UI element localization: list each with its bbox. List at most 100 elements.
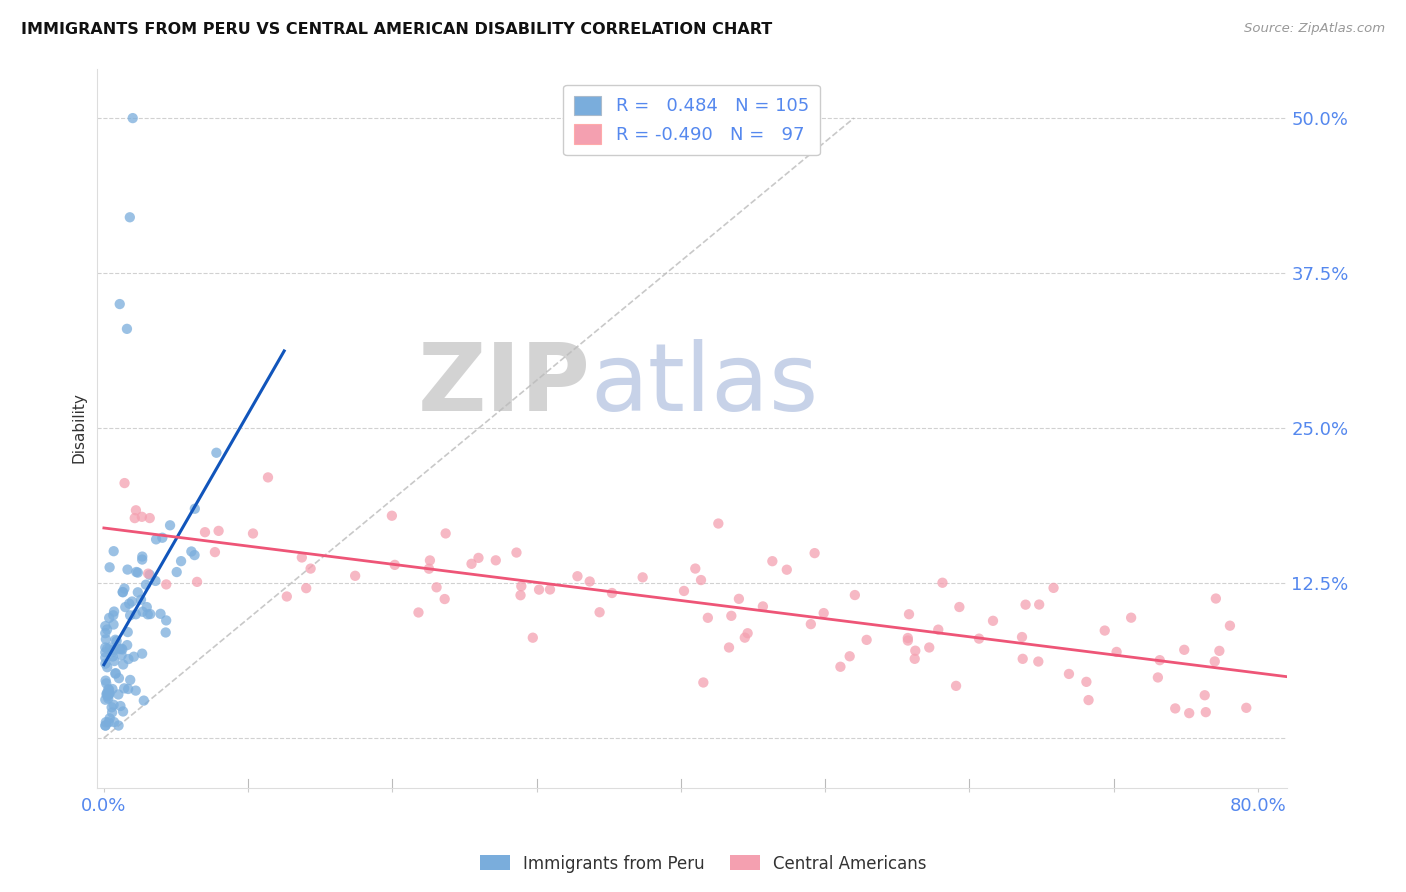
Point	[1014, 598, 1036, 612]
Point	[100, 700, 122, 714]
Point	[631, 570, 654, 584]
Point	[830, 659, 852, 673]
Point	[1028, 598, 1050, 612]
Point	[707, 516, 730, 531]
Point	[690, 573, 713, 587]
Text: atlas: atlas	[591, 339, 818, 431]
Point	[1121, 610, 1143, 624]
Legend: Immigrants from Peru, Central Americans: Immigrants from Peru, Central Americans	[472, 848, 934, 880]
Point	[1195, 705, 1218, 719]
Point	[94, 718, 117, 732]
Point	[136, 566, 159, 581]
Point	[1026, 655, 1049, 669]
Point	[776, 563, 799, 577]
Point	[115, 322, 138, 336]
Point	[104, 632, 127, 647]
Point	[419, 553, 441, 567]
Point	[1042, 581, 1064, 595]
Point	[159, 518, 181, 533]
Point	[125, 503, 148, 517]
Point	[112, 582, 135, 596]
Point	[898, 607, 921, 622]
Point	[94, 673, 117, 688]
Point	[170, 554, 193, 568]
Point	[115, 638, 138, 652]
Point	[124, 511, 146, 525]
Point	[104, 666, 127, 681]
Point	[408, 606, 430, 620]
Point	[183, 548, 205, 562]
Point	[97, 690, 120, 704]
Point	[813, 606, 835, 620]
Point	[425, 580, 447, 594]
Point	[299, 561, 322, 575]
Point	[734, 631, 756, 645]
Point	[981, 614, 1004, 628]
Point	[194, 525, 217, 540]
Point	[131, 605, 153, 619]
Point	[948, 600, 970, 615]
Point	[897, 633, 920, 648]
Point	[110, 641, 132, 656]
Point	[257, 470, 280, 484]
Point	[101, 645, 124, 659]
Point	[136, 607, 159, 622]
Point	[101, 706, 124, 720]
Point	[180, 544, 202, 558]
Point	[97, 691, 120, 706]
Point	[527, 582, 550, 597]
Point	[803, 546, 825, 560]
Point	[672, 583, 695, 598]
Point	[98, 711, 121, 725]
Point	[103, 654, 125, 668]
Point	[108, 297, 131, 311]
Point	[460, 557, 482, 571]
Point	[897, 631, 920, 645]
Point	[1057, 667, 1080, 681]
Point	[155, 625, 177, 640]
Point	[509, 588, 531, 602]
Point	[344, 569, 367, 583]
Point	[114, 476, 136, 491]
Point	[166, 565, 188, 579]
Point	[207, 524, 229, 538]
Point	[538, 582, 561, 597]
Point	[125, 607, 148, 622]
Point	[135, 600, 157, 615]
Point	[96, 660, 118, 674]
Point	[103, 605, 125, 619]
Point	[98, 682, 121, 697]
Point	[110, 699, 132, 714]
Point	[1204, 655, 1226, 669]
Point	[94, 715, 117, 730]
Point	[94, 640, 117, 655]
Point	[904, 652, 927, 666]
Point	[96, 623, 118, 637]
Point	[295, 581, 318, 595]
Point	[111, 642, 134, 657]
Point	[97, 686, 120, 700]
Point	[855, 632, 877, 647]
Point	[1147, 670, 1170, 684]
Point	[94, 657, 117, 671]
Point	[108, 642, 131, 657]
Y-axis label: Disability: Disability	[72, 392, 86, 464]
Point	[149, 607, 172, 621]
Point	[125, 565, 148, 579]
Point	[94, 632, 117, 647]
Point	[145, 533, 167, 547]
Point	[381, 508, 404, 523]
Point	[110, 648, 132, 662]
Point	[103, 608, 125, 623]
Point	[121, 111, 143, 125]
Point	[120, 673, 142, 687]
Point	[98, 560, 121, 574]
Point	[510, 579, 533, 593]
Point	[145, 574, 167, 588]
Point	[1077, 693, 1099, 707]
Point	[103, 544, 125, 558]
Point	[111, 585, 134, 599]
Point	[578, 574, 600, 589]
Point	[127, 585, 149, 599]
Point	[98, 640, 121, 655]
